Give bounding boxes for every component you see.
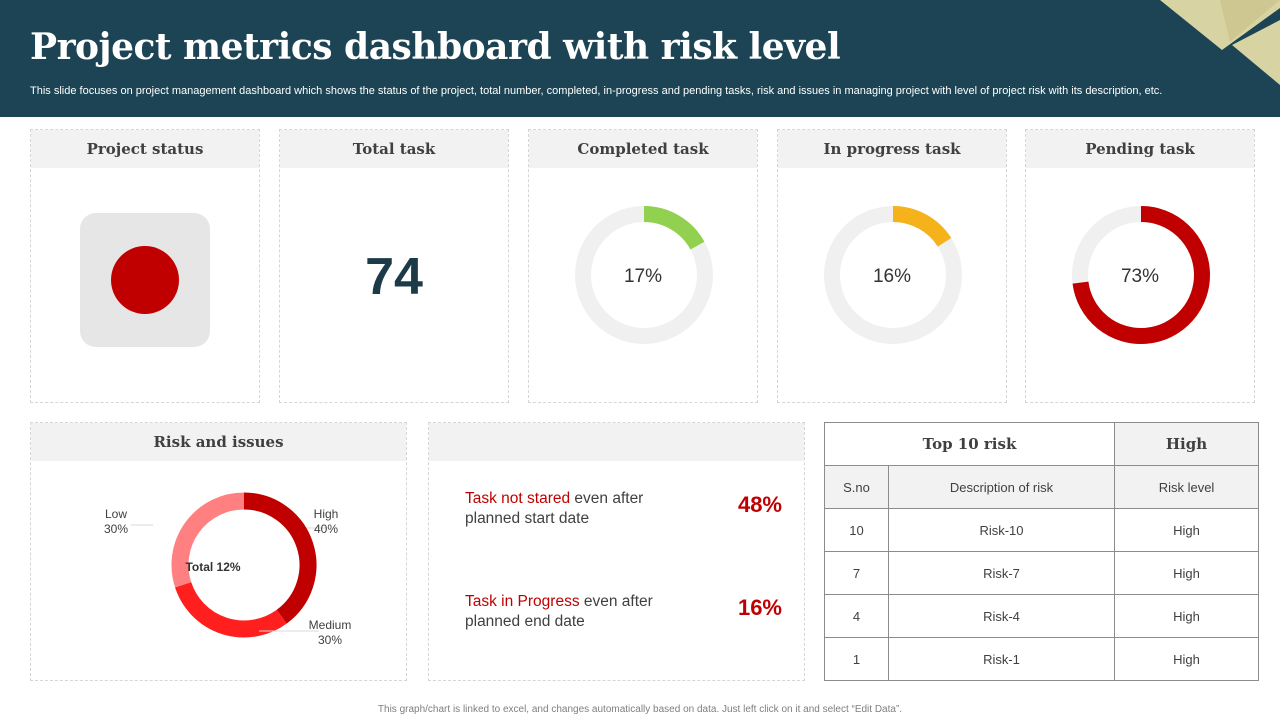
risk-high-label: High 40% — [305, 507, 347, 537]
cell-description: Risk-1 — [888, 637, 1115, 681]
project-status-title: Project status — [31, 130, 259, 168]
completed-percent: 17% — [623, 266, 663, 287]
pending-task-card: Pending task 73% — [1025, 129, 1255, 403]
cell-risk-level: High — [1114, 551, 1259, 595]
cell-sno: 7 — [824, 551, 889, 595]
risk-medium-name: Medium — [308, 618, 352, 632]
cell-risk-level: High — [1114, 637, 1259, 681]
top-risk-table: Top 10 risk High S.no Description of ris… — [824, 422, 1259, 681]
completed-task-card: Completed task 17% — [528, 129, 758, 403]
cell-risk-level: High — [1114, 508, 1259, 552]
cell-description: Risk-10 — [888, 508, 1115, 552]
risk-low-name: Low — [104, 507, 127, 521]
risk-low-value: 30% — [103, 522, 129, 536]
total-task-card: Total task 74 — [279, 129, 509, 403]
in-progress-percent: 16% — [872, 266, 912, 287]
risk-segment-low — [171, 492, 245, 588]
column-header-description: Description of risk — [888, 465, 1115, 509]
risk-high-name: High — [313, 507, 339, 521]
status-indicator-box — [80, 213, 210, 347]
corner-decoration — [1160, 0, 1280, 85]
page-title: Project metrics dashboard with risk leve… — [30, 26, 841, 68]
task-not-started-rest: even after — [570, 490, 644, 507]
risk-segment-medium — [175, 581, 287, 638]
total-task-value: 74 — [365, 248, 423, 306]
cell-description: Risk-7 — [888, 551, 1115, 595]
pending-donut — [1072, 206, 1210, 344]
completed-donut-arc — [643, 206, 705, 250]
table-row: 1 Risk-1 High — [824, 637, 1259, 681]
page-subtitle: This slide focuses on project management… — [30, 85, 1163, 97]
in-progress-donut — [824, 206, 962, 344]
task-not-started-line2: planned start date — [465, 510, 590, 527]
risk-high-value: 40% — [313, 522, 339, 536]
in-progress-donut-arc — [892, 206, 952, 247]
in-progress-task-title: In progress task — [778, 130, 1006, 168]
top-risk-title: Top 10 risk — [824, 422, 1115, 466]
pending-task-title: Pending task — [1026, 130, 1254, 168]
task-in-progress-text: Task in Progress even after planned end … — [465, 592, 705, 632]
in-progress-task-card: In progress task 16% — [777, 129, 1007, 403]
task-in-progress-percent: 16% — [737, 595, 782, 620]
task-not-started-percent: 48% — [737, 492, 782, 517]
risk-issues-card: Risk and issues Total 12% High 40% Mediu… — [30, 422, 407, 681]
project-status-card: Project status — [30, 129, 260, 403]
task-risk-header — [429, 423, 804, 461]
cell-sno: 10 — [824, 508, 889, 552]
status-dot-icon — [111, 246, 179, 314]
table-row: 10 Risk-10 High — [824, 508, 1259, 552]
risk-medium-label: Medium 30% — [302, 618, 358, 648]
column-header-sno: S.no — [824, 465, 889, 509]
header-banner: Project metrics dashboard with risk leve… — [0, 0, 1280, 117]
risk-center-label: Total 12% — [185, 560, 241, 574]
cell-sno: 4 — [824, 594, 889, 638]
task-risk-card: Task not stared even after planned start… — [428, 422, 805, 681]
risk-issues-donut — [131, 492, 327, 638]
task-not-started-text: Task not stared even after planned start… — [465, 489, 705, 529]
table-row: 4 Risk-4 High — [824, 594, 1259, 638]
table-row: 7 Risk-7 High — [824, 551, 1259, 595]
cell-risk-level: High — [1114, 594, 1259, 638]
risk-medium-value: 30% — [317, 633, 343, 647]
risk-segment-high — [243, 492, 317, 624]
total-task-title: Total task — [280, 130, 508, 168]
pending-donut-arc — [1072, 206, 1210, 344]
risk-low-label: Low 30% — [99, 507, 133, 537]
pending-percent: 73% — [1120, 266, 1160, 287]
completed-donut — [575, 206, 713, 344]
cell-description: Risk-4 — [888, 594, 1115, 638]
task-in-progress-line2: planned end date — [465, 613, 585, 630]
task-in-progress-highlight: Task in Progress — [465, 593, 580, 610]
risk-issues-title: Risk and issues — [31, 423, 406, 461]
top-risk-level: High — [1114, 422, 1259, 466]
cell-sno: 1 — [824, 637, 889, 681]
footer-note: This graph/chart is linked to excel, and… — [377, 704, 903, 715]
task-not-started-highlight: Task not stared — [465, 490, 571, 507]
column-header-risk-level: Risk level — [1114, 465, 1259, 509]
task-in-progress-rest: even after — [579, 593, 653, 610]
completed-task-title: Completed task — [529, 130, 757, 168]
